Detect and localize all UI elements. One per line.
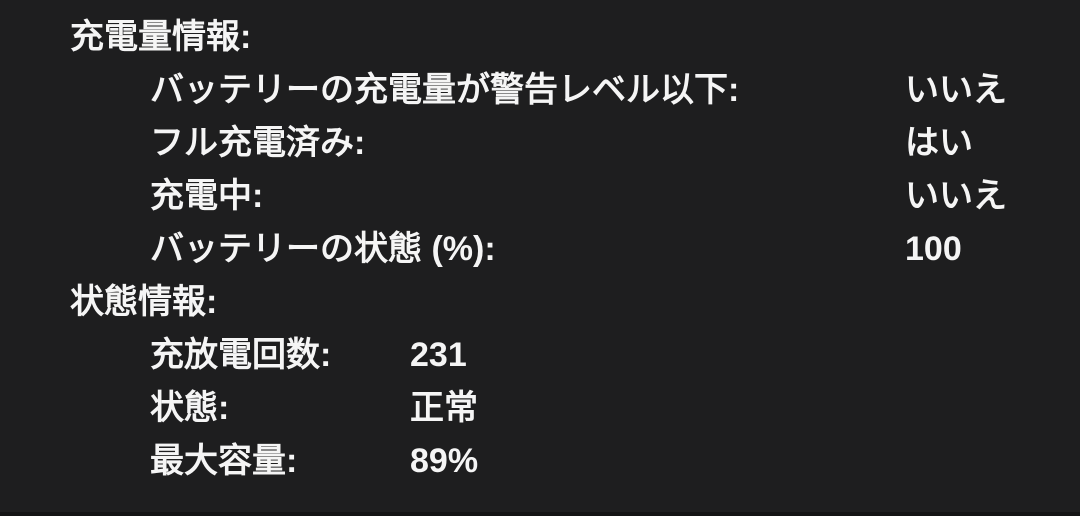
warning-level-value: いいえ <box>905 71 1007 109</box>
row-charging: 充電中: いいえ <box>0 170 1080 223</box>
row-state-of-charge: バッテリーの状態 (%): 100 <box>0 223 1080 276</box>
fully-charged-label: フル充電済み: <box>150 124 366 162</box>
state-of-charge-value: 100 <box>905 230 962 268</box>
row-warning-level: バッテリーの充電量が警告レベル以下: いいえ <box>0 64 1080 117</box>
warning-level-label: バッテリーの充電量が警告レベル以下: <box>150 71 740 109</box>
cycle-count-label: 充放電回数: <box>150 336 332 374</box>
row-cycle-count: 充放電回数: 231 <box>0 329 1080 382</box>
maximum-capacity-label: 最大容量: <box>150 442 298 480</box>
row-fully-charged: フル充電済み: はい <box>0 117 1080 170</box>
condition-value: 正常 <box>410 389 478 427</box>
maximum-capacity-value: 89% <box>410 442 479 480</box>
health-info-section-title: 状態情報: <box>70 283 218 321</box>
state-of-charge-label: バッテリーの状態 (%): <box>150 230 496 268</box>
charge-info-section-title: 充電量情報: <box>70 18 252 56</box>
fully-charged-value: はい <box>905 124 973 162</box>
cycle-count-value: 231 <box>410 336 467 374</box>
condition-label: 状態: <box>150 389 230 427</box>
charging-label: 充電中: <box>150 177 264 215</box>
charge-info-section: 充電量情報: バッテリーの充電量が警告レベル以下: いいえ フル充電済み: はい… <box>0 11 1080 276</box>
row-maximum-capacity: 最大容量: 89% <box>0 435 1080 488</box>
charging-value: いいえ <box>905 177 1007 215</box>
row-condition: 状態: 正常 <box>0 382 1080 435</box>
health-info-section: 状態情報: 充放電回数: 231 状態: 正常 最大容量: 89% <box>0 276 1080 488</box>
